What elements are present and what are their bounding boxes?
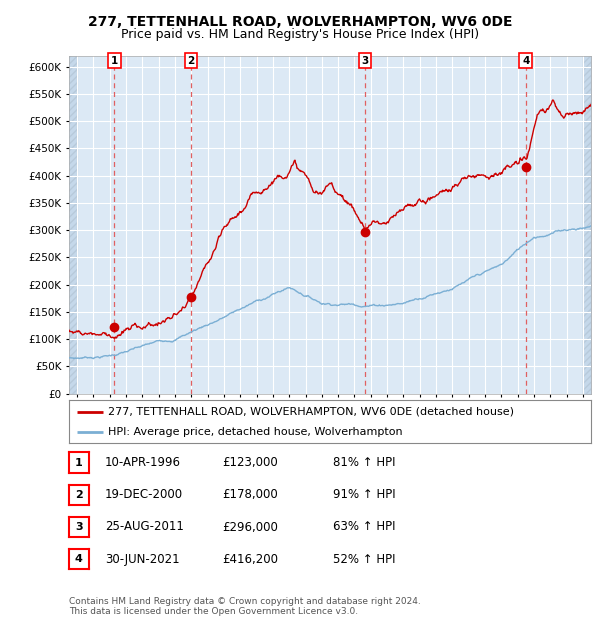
Text: Price paid vs. HM Land Registry's House Price Index (HPI): Price paid vs. HM Land Registry's House … — [121, 28, 479, 41]
Text: £123,000: £123,000 — [222, 456, 278, 469]
Text: 4: 4 — [75, 554, 83, 564]
Text: £178,000: £178,000 — [222, 489, 278, 501]
Text: 3: 3 — [361, 56, 368, 66]
Text: 81% ↑ HPI: 81% ↑ HPI — [333, 456, 395, 469]
Text: 30-JUN-2021: 30-JUN-2021 — [105, 553, 179, 565]
Text: 52% ↑ HPI: 52% ↑ HPI — [333, 553, 395, 565]
Text: 277, TETTENHALL ROAD, WOLVERHAMPTON, WV6 0DE: 277, TETTENHALL ROAD, WOLVERHAMPTON, WV6… — [88, 16, 512, 30]
Text: £296,000: £296,000 — [222, 521, 278, 533]
Text: 2: 2 — [187, 56, 194, 66]
Text: HPI: Average price, detached house, Wolverhampton: HPI: Average price, detached house, Wolv… — [108, 427, 403, 436]
Text: 277, TETTENHALL ROAD, WOLVERHAMPTON, WV6 0DE (detached house): 277, TETTENHALL ROAD, WOLVERHAMPTON, WV6… — [108, 407, 514, 417]
Text: 2: 2 — [75, 490, 83, 500]
Text: 25-AUG-2011: 25-AUG-2011 — [105, 521, 184, 533]
Text: 4: 4 — [522, 56, 529, 66]
Text: 91% ↑ HPI: 91% ↑ HPI — [333, 489, 395, 501]
Text: 1: 1 — [111, 56, 118, 66]
Text: Contains HM Land Registry data © Crown copyright and database right 2024.: Contains HM Land Registry data © Crown c… — [69, 597, 421, 606]
Text: 19-DEC-2000: 19-DEC-2000 — [105, 489, 183, 501]
Text: 1: 1 — [75, 458, 83, 467]
Text: £416,200: £416,200 — [222, 553, 278, 565]
Text: This data is licensed under the Open Government Licence v3.0.: This data is licensed under the Open Gov… — [69, 606, 358, 616]
Text: 63% ↑ HPI: 63% ↑ HPI — [333, 521, 395, 533]
Text: 10-APR-1996: 10-APR-1996 — [105, 456, 181, 469]
Text: 3: 3 — [75, 522, 83, 532]
